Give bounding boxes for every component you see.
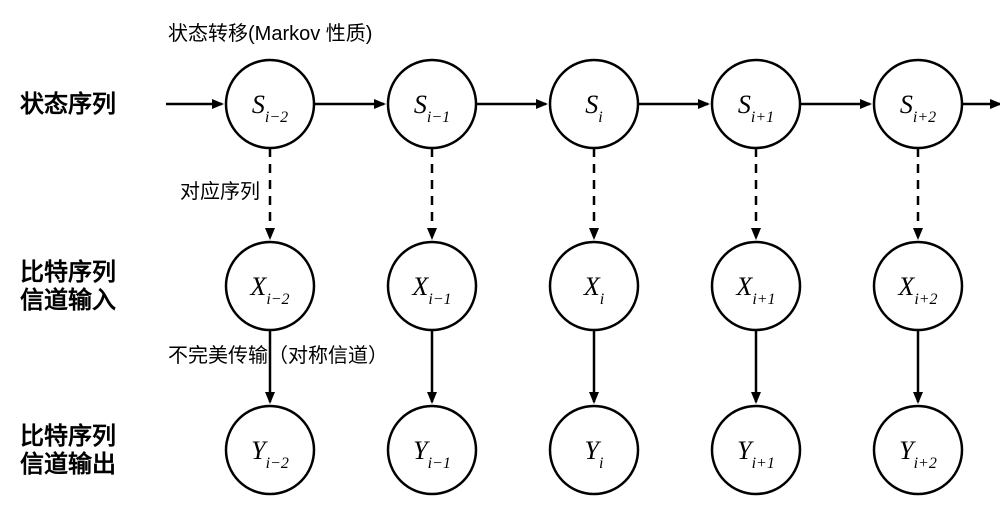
node-S-3 — [712, 60, 800, 148]
node-S-0 — [226, 60, 314, 148]
node-X-1 — [388, 242, 476, 330]
node-label-Y-3: Yi+1 — [737, 436, 775, 472]
row-label-input-a: 比特序列 — [20, 258, 116, 286]
annotation-top: 状态转移(Markov 性质) — [168, 22, 372, 45]
node-S-4 — [874, 60, 962, 148]
node-label-S-2: Si — [585, 90, 602, 126]
row-label-output-a: 比特序列 — [20, 422, 116, 450]
row-label-input-b: 信道输入 — [20, 286, 116, 314]
node-X-0 — [226, 242, 314, 330]
node-X-4 — [874, 242, 962, 330]
annotation-mid: 对应序列 — [180, 180, 260, 203]
row-label-state: 状态序列 — [20, 90, 116, 118]
node-label-X-3: Xi+1 — [735, 272, 775, 308]
annotation-low: 不完美传输（对称信道） — [168, 344, 388, 367]
row-label-output-b: 信道输出 — [20, 450, 116, 478]
node-label-X-4: Xi+2 — [897, 272, 937, 308]
node-label-S-4: Si+2 — [900, 90, 936, 126]
node-label-S-3: Si+1 — [738, 90, 774, 126]
node-Y-1 — [388, 406, 476, 494]
node-label-Y-0: Yi−2 — [251, 436, 289, 472]
node-S-1 — [388, 60, 476, 148]
node-label-X-0: Xi−2 — [249, 272, 289, 308]
node-label-Y-4: Yi+2 — [899, 436, 937, 472]
node-label-Y-1: Yi−1 — [413, 436, 451, 472]
node-label-X-2: Xi — [583, 272, 604, 308]
node-label-X-1: Xi−1 — [411, 272, 451, 308]
node-Y-3 — [712, 406, 800, 494]
node-label-Y-2: Yi — [585, 436, 604, 472]
node-label-S-1: Si−1 — [414, 90, 450, 126]
node-X-3 — [712, 242, 800, 330]
node-Y-4 — [874, 406, 962, 494]
node-label-S-0: Si−2 — [252, 90, 288, 126]
node-Y-0 — [226, 406, 314, 494]
